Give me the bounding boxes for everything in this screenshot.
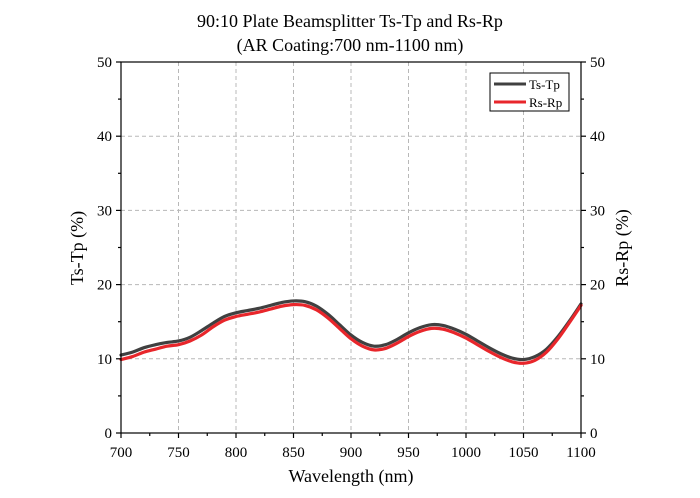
grid: [121, 62, 581, 433]
x-tick-label: 750: [167, 445, 190, 461]
legend-label-ts-tp: Ts-Tp: [529, 77, 560, 92]
x-tick-label: 1100: [566, 445, 595, 461]
legend-box: [489, 72, 570, 112]
y-tick-label-left: 20: [97, 278, 112, 294]
chart-title: 90:10 Plate Beamsplitter Ts-Tp and Rs-Rp: [197, 11, 503, 31]
series-line-rs-rp: [119, 302, 583, 365]
y-axis-label-right: Rs-Rp (%): [612, 209, 633, 287]
legend: Ts-Tp Rs-Rp: [489, 72, 570, 112]
y-tick-label-left: 40: [97, 129, 112, 145]
y-tick-label-right: 50: [590, 55, 605, 71]
x-tick-label: 900: [340, 445, 363, 461]
y-tick-label-right: 40: [590, 129, 605, 145]
y-axis-label-left: Ts-Tp (%): [67, 211, 88, 285]
y-tick-label-left: 0: [105, 426, 113, 442]
y-tick-label-right: 10: [590, 352, 605, 368]
y-tick-label-left: 10: [97, 352, 112, 368]
y-tick-label-right: 0: [590, 426, 598, 442]
chart-subtitle: (AR Coating:700 nm-1100 nm): [237, 35, 464, 56]
series-line-ts-tp: [119, 299, 583, 362]
legend-label-rs-rp: Rs-Rp: [529, 95, 562, 110]
y-tick-label-left: 50: [97, 55, 112, 71]
series-layer: [119, 299, 583, 365]
x-tick-label: 1050: [509, 445, 539, 461]
x-tick-label: 800: [225, 445, 248, 461]
x-tick-label: 950: [397, 445, 420, 461]
axis-ticks: 700 750 800 850 900 950 1000 1050 1100 0 0 10 10 20 20…: [97, 55, 605, 461]
x-tick-label: 1000: [451, 445, 481, 461]
y-tick-label-right: 30: [590, 203, 605, 219]
x-axis-label: Wavelength (nm): [288, 466, 413, 487]
y-tick-label-right: 20: [590, 278, 605, 294]
x-tick-label: 700: [110, 445, 133, 461]
y-tick-label-left: 30: [97, 203, 112, 219]
x-tick-label: 850: [282, 445, 305, 461]
